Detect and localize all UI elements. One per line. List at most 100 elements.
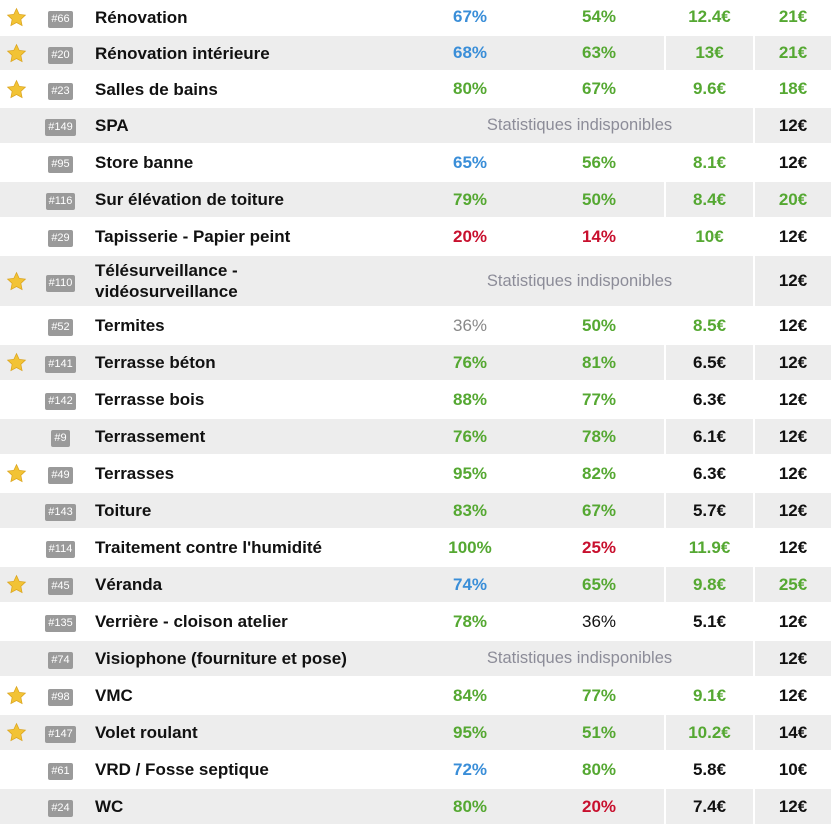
star-cell	[0, 567, 33, 604]
lead-price: 12€	[753, 789, 831, 826]
lead-price: 21€	[753, 0, 831, 36]
table-row[interactable]: #23 Salles de bains 80% 67% 9.6€ 18€	[0, 72, 831, 108]
star-cell	[0, 36, 33, 72]
category-name[interactable]: Visiophone (fourniture et pose)	[88, 641, 406, 678]
average-price: 9.6€	[664, 72, 753, 108]
rate-percentage-2: 14%	[534, 219, 664, 256]
id-cell: #141	[33, 345, 88, 382]
id-badge: #116	[45, 193, 76, 210]
stats-unavailable: Statistiques indisponibles	[406, 641, 753, 678]
rate-percentage-2: 50%	[534, 308, 664, 345]
rate-percentage-2: 51%	[534, 715, 664, 752]
table-row[interactable]: #29 Tapisserie - Papier peint 20% 14% 10€ 12€	[0, 219, 831, 256]
lead-price: 18€	[753, 72, 831, 108]
category-name[interactable]: Traitement contre l'humidité	[88, 530, 406, 567]
table-row[interactable]: #20 Rénovation intérieure 68% 63% 13€ 21€	[0, 36, 831, 72]
lead-price: 12€	[753, 456, 831, 493]
rate-percentage-2: 56%	[534, 145, 664, 182]
star-cell	[0, 493, 33, 530]
id-badge: #141	[45, 356, 76, 373]
rate-percentage-1: 76%	[406, 419, 534, 456]
table-row[interactable]: #143 Toiture 83% 67% 5.7€ 12€	[0, 493, 831, 530]
rate-percentage-1: 65%	[406, 145, 534, 182]
table-row[interactable]: #114 Traitement contre l'humidité 100% 25% 1…	[0, 530, 831, 567]
category-name[interactable]: Terrassement	[88, 419, 406, 456]
rate-percentage-2: 78%	[534, 419, 664, 456]
table-row[interactable]: #135 Verrière - cloison atelier 78% 36% 5.1€…	[0, 604, 831, 641]
rate-percentage-2: 81%	[534, 345, 664, 382]
table-row[interactable]: #116 Sur élévation de toiture 79% 50% 8.4€ 20…	[0, 182, 831, 219]
category-name[interactable]: Rénovation	[88, 0, 406, 36]
category-name[interactable]: Sur élévation de toiture	[88, 182, 406, 219]
star-cell	[0, 789, 33, 826]
star-icon	[6, 722, 27, 742]
table-row[interactable]: #49 Terrasses 95% 82% 6.3€ 12€	[0, 456, 831, 493]
star-cell	[0, 345, 33, 382]
category-name[interactable]: Télésurveillance - vidéosurveillance	[88, 256, 406, 308]
id-badge: #9	[51, 430, 70, 447]
lead-price: 12€	[753, 145, 831, 182]
lead-price: 12€	[753, 382, 831, 419]
category-name[interactable]: Terrasse béton	[88, 345, 406, 382]
star-cell	[0, 752, 33, 789]
star-cell	[0, 530, 33, 567]
table-row[interactable]: #61 VRD / Fosse septique 72% 80% 5.8€ 10€	[0, 752, 831, 789]
table-row[interactable]: #45 Véranda 74% 65% 9.8€ 25€	[0, 567, 831, 604]
star-icon	[6, 42, 27, 62]
category-name[interactable]: VRD / Fosse septique	[88, 752, 406, 789]
id-badge: #66	[48, 10, 73, 28]
star-cell	[0, 604, 33, 641]
id-cell: #110	[33, 256, 88, 308]
category-name[interactable]: Termites	[88, 308, 406, 345]
id-cell: #135	[33, 604, 88, 641]
id-cell: #66	[33, 0, 88, 36]
id-cell: #49	[33, 456, 88, 493]
id-badge: #23	[48, 82, 73, 100]
id-badge: #110	[45, 274, 76, 292]
category-name[interactable]: Terrasses	[88, 456, 406, 493]
category-name[interactable]: VMC	[88, 678, 406, 715]
table-row[interactable]: #110 Télésurveillance - vidéosurveillance…	[0, 256, 831, 308]
id-badge: #45	[48, 578, 73, 595]
id-cell: #116	[33, 182, 88, 219]
lead-price: 12€	[753, 530, 831, 567]
table-row[interactable]: #52 Termites 36% 50% 8.5€ 12€	[0, 308, 831, 345]
table-row[interactable]: #142 Terrasse bois 88% 77% 6.3€ 12€	[0, 382, 831, 419]
table-row[interactable]: #149 SPA Statistiques indisponibles 12€	[0, 108, 831, 145]
star-icon	[6, 685, 27, 705]
table-row[interactable]: #98 VMC 84% 77% 9.1€ 12€	[0, 678, 831, 715]
table-row[interactable]: #9 Terrassement 76% 78% 6.1€ 12€	[0, 419, 831, 456]
table-row[interactable]: #24 WC 80% 20% 7.4€ 12€	[0, 789, 831, 826]
id-cell: #9	[33, 419, 88, 456]
rate-percentage-1: 83%	[406, 493, 534, 530]
id-cell: #149	[33, 108, 88, 145]
id-cell: #114	[33, 530, 88, 567]
category-name[interactable]: Volet roulant	[88, 715, 406, 752]
category-name[interactable]: Tapisserie - Papier peint	[88, 219, 406, 256]
category-name[interactable]: Terrasse bois	[88, 382, 406, 419]
category-name[interactable]: SPA	[88, 108, 406, 145]
table-row[interactable]: #66 Rénovation 67% 54% 12.4€ 21€	[0, 0, 831, 36]
id-cell: #20	[33, 36, 88, 72]
table-row[interactable]: #141 Terrasse béton 76% 81% 6.5€ 12€	[0, 345, 831, 382]
star-cell	[0, 456, 33, 493]
id-badge: #29	[48, 230, 73, 247]
table-row[interactable]: #95 Store banne 65% 56% 8.1€ 12€	[0, 145, 831, 182]
star-cell	[0, 641, 33, 678]
category-name[interactable]: Véranda	[88, 567, 406, 604]
table-row[interactable]: #147 Volet roulant 95% 51% 10.2€ 14€	[0, 715, 831, 752]
star-cell	[0, 0, 33, 36]
category-name[interactable]: Store banne	[88, 145, 406, 182]
star-cell	[0, 419, 33, 456]
rate-percentage-2: 54%	[534, 0, 664, 36]
category-name[interactable]: Toiture	[88, 493, 406, 530]
rate-percentage-1: 20%	[406, 219, 534, 256]
category-name[interactable]: Rénovation intérieure	[88, 36, 406, 72]
table-row[interactable]: #74 Visiophone (fourniture et pose) Statis…	[0, 641, 831, 678]
category-name[interactable]: Verrière - cloison atelier	[88, 604, 406, 641]
category-name[interactable]: Salles de bains	[88, 72, 406, 108]
category-name[interactable]: WC	[88, 789, 406, 826]
average-price: 6.5€	[664, 345, 753, 382]
average-price: 5.7€	[664, 493, 753, 530]
